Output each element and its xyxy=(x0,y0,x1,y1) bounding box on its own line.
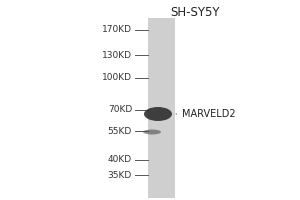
Ellipse shape xyxy=(144,107,172,121)
Text: 55KD: 55KD xyxy=(108,127,132,136)
Text: MARVELD2: MARVELD2 xyxy=(176,109,236,119)
Ellipse shape xyxy=(143,130,161,134)
Text: SH-SY5Y: SH-SY5Y xyxy=(170,5,220,19)
Bar xyxy=(148,18,175,198)
Text: 100KD: 100KD xyxy=(102,73,132,82)
Text: 170KD: 170KD xyxy=(102,25,132,34)
Text: 35KD: 35KD xyxy=(108,170,132,180)
Text: 130KD: 130KD xyxy=(102,50,132,60)
Text: 40KD: 40KD xyxy=(108,156,132,164)
Text: 70KD: 70KD xyxy=(108,106,132,114)
